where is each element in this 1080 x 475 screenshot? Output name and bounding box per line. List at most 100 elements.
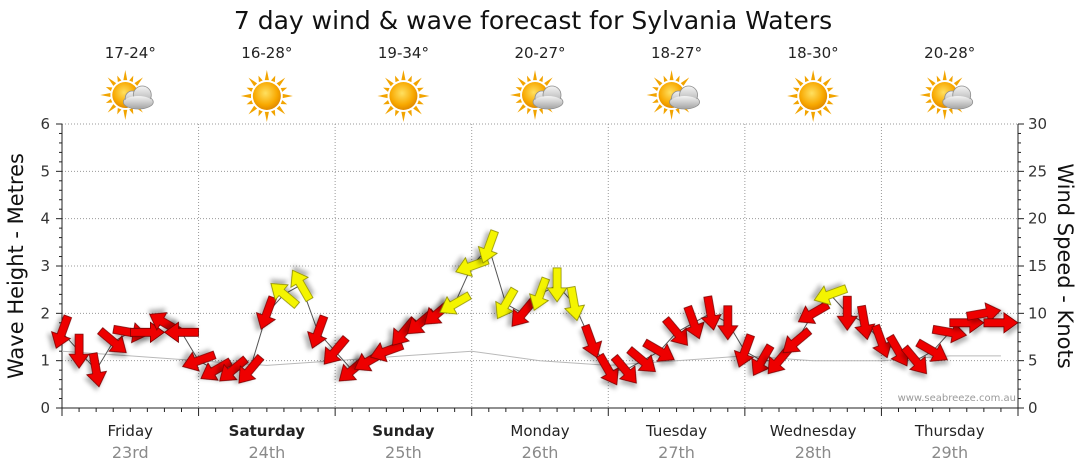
wind-arrow xyxy=(270,283,301,309)
sunny-icon xyxy=(377,70,430,122)
day-name-label: Monday xyxy=(510,422,569,440)
day-date-label: 27th xyxy=(658,443,695,462)
wind-arrow xyxy=(97,327,127,354)
wind-arrow xyxy=(717,305,739,341)
y-left-tick-label: 3 xyxy=(40,257,50,275)
day-date-label: 23rd xyxy=(112,443,149,462)
wind-arrow xyxy=(595,352,619,386)
day-temperature: 20-27° xyxy=(514,44,565,62)
wind-arrow xyxy=(68,333,90,369)
wind-arrow xyxy=(181,350,217,372)
day-temperature: 19-34° xyxy=(378,44,429,62)
partly-cloudy-icon xyxy=(646,70,700,120)
credit-watermark: www.seabreeze.com.au xyxy=(898,393,1016,404)
day-name-label: Sunday xyxy=(372,422,435,440)
wind-arrow xyxy=(563,286,586,322)
wind-arrow xyxy=(200,357,233,381)
y-right-tick-label: 20 xyxy=(1028,210,1047,228)
wind-arrow xyxy=(662,316,688,346)
day-temperature: 18-30° xyxy=(788,44,839,62)
y-right-tick-label: 10 xyxy=(1028,304,1047,322)
wind-arrow xyxy=(307,314,329,349)
wind-arrow xyxy=(871,323,893,359)
wind-arrow xyxy=(528,276,551,312)
wind-arrow xyxy=(511,297,538,327)
cloud-shape xyxy=(532,85,564,110)
day-temperature: 17-24° xyxy=(105,44,156,62)
sun-rays xyxy=(377,70,430,122)
day-name-label: Friday xyxy=(108,422,154,440)
wind-arrow xyxy=(610,353,637,384)
day-date-label: 26th xyxy=(522,443,559,462)
wind-arrow xyxy=(915,338,948,362)
wind-arrow xyxy=(626,346,656,373)
y-left-tick-label: 4 xyxy=(40,210,50,228)
wind-arrow xyxy=(836,295,859,331)
wind-arrow xyxy=(782,327,813,354)
wind-arrow xyxy=(931,322,968,344)
wind-arrow xyxy=(323,335,350,365)
y-axis-left-label: Wave Height - Metres xyxy=(4,153,28,379)
wind-arrow xyxy=(751,343,775,377)
partly-cloudy-icon xyxy=(919,70,974,120)
sunny-icon xyxy=(787,70,840,122)
wind-arrow xyxy=(854,304,876,341)
y-left-tick-label: 6 xyxy=(40,115,50,133)
wind-arrow xyxy=(255,295,277,330)
day-date-label: 28th xyxy=(795,443,832,462)
y-right-tick-label: 0 xyxy=(1028,399,1038,417)
cloud-shape xyxy=(669,85,700,110)
wind-arrow xyxy=(50,314,73,349)
y-right-tick-label: 25 xyxy=(1028,162,1047,180)
wind-arrow xyxy=(477,229,499,264)
day-name-label: Tuesday xyxy=(645,422,707,440)
wind-arrow xyxy=(112,322,148,344)
wind-arrow xyxy=(163,321,199,344)
day-name-label: Saturday xyxy=(229,422,306,440)
wind-arrow xyxy=(290,269,314,303)
wind-arrow xyxy=(238,353,265,384)
y-right-tick-label: 15 xyxy=(1028,257,1047,275)
wind-arrow xyxy=(733,333,755,368)
wind-arrow xyxy=(983,312,1019,334)
wind-arrow xyxy=(495,286,519,320)
wind-arrow xyxy=(85,352,108,388)
wind-arrow xyxy=(642,338,675,362)
wind-arrow xyxy=(683,304,705,340)
partly-cloudy-icon xyxy=(100,70,154,120)
y-left-tick-label: 2 xyxy=(40,304,50,322)
y-axis-right-label: Wind Speed - Knots xyxy=(1053,163,1077,368)
wind-arrow xyxy=(439,291,472,315)
day-date-label: 29th xyxy=(931,443,968,462)
y-left-tick-label: 0 xyxy=(40,399,50,417)
day-name-label: Wednesday xyxy=(770,422,857,440)
day-temperature: 20-28° xyxy=(924,44,975,62)
sun-disc xyxy=(252,82,281,110)
day-name-label: Thursday xyxy=(914,422,985,440)
wind-arrow xyxy=(219,355,249,382)
wind-arrow xyxy=(813,284,849,306)
day-date-label: 24th xyxy=(248,443,285,462)
wind-arrow xyxy=(901,344,927,375)
wind-arrow xyxy=(546,267,568,303)
partly-cloudy-icon xyxy=(510,70,564,120)
y-left-tick-label: 1 xyxy=(40,352,50,370)
sun-disc xyxy=(799,82,828,110)
sun-rays xyxy=(787,70,840,122)
y-right-tick-label: 5 xyxy=(1028,352,1038,370)
day-temperature: 18-27° xyxy=(651,44,702,62)
y-right-tick-label: 30 xyxy=(1028,115,1047,133)
wind-arrow xyxy=(581,323,603,359)
wind-arrow xyxy=(700,295,722,331)
day-temperature: 16-28° xyxy=(241,44,292,62)
wind-arrow xyxy=(966,302,1002,324)
sun-disc xyxy=(389,82,418,110)
cloud-shape xyxy=(942,85,974,110)
sunny-icon xyxy=(240,70,293,122)
sun-rays xyxy=(240,70,293,122)
cloud-shape xyxy=(122,85,154,110)
y-left-tick-label: 5 xyxy=(40,162,50,180)
chart-title: 7 day wind & wave forecast for Sylvania … xyxy=(234,6,832,35)
day-date-label: 25th xyxy=(385,443,422,462)
